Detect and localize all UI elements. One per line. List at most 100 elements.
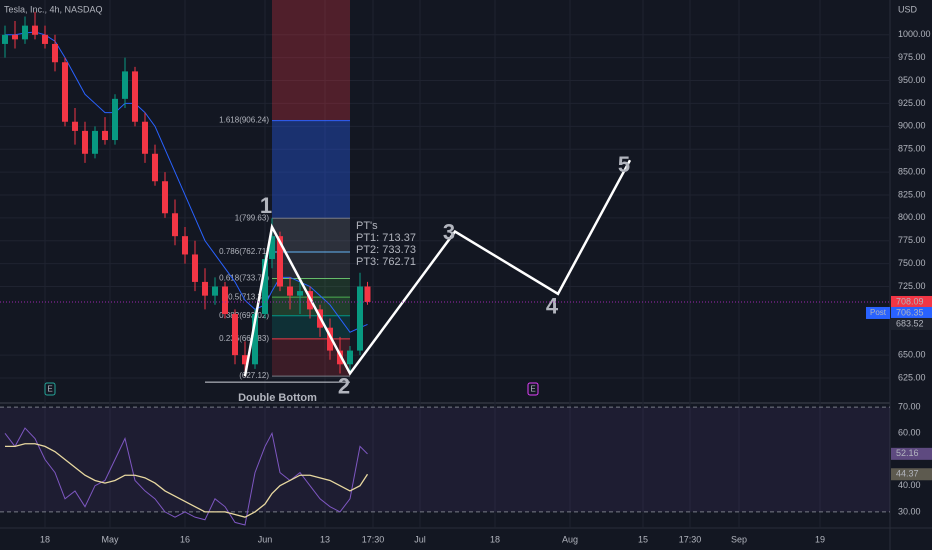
y-tick-label: 900.00 [898, 121, 926, 131]
x-tick-label: Jun [258, 534, 273, 544]
candle-body [277, 236, 283, 287]
candle-body [297, 291, 303, 296]
candle-body [172, 213, 178, 237]
double-bottom-label: Double Bottom [238, 392, 317, 404]
fib-level-label: 1(799.63) [235, 213, 270, 222]
earnings-letter: E [47, 385, 52, 394]
candle-body [337, 350, 343, 365]
wave-label: 1 [260, 193, 272, 218]
candle-body [112, 98, 118, 141]
target-item: PT1: 713.37 [356, 232, 416, 244]
y-tick-label: 925.00 [898, 98, 926, 108]
rsi-value-box [891, 468, 932, 481]
fib-level-label: 1.618(906.24) [219, 116, 269, 125]
last-price-box [891, 295, 932, 308]
candle-body [62, 62, 68, 122]
candle-body [212, 286, 218, 296]
candle-body [269, 236, 275, 260]
symbol-title: Tesla, Inc., 4h, NASDAQ [4, 4, 103, 14]
y-tick-label: 850.00 [898, 166, 926, 176]
candle-body [327, 327, 333, 351]
wave-label: 4 [546, 294, 559, 319]
fib-extension-zone [272, 120, 350, 219]
fib-level-label: 0.382(693.02) [219, 311, 269, 320]
y-tick-label: 975.00 [898, 52, 926, 62]
rsi-tick-label: 40.00 [898, 480, 921, 490]
y-tick-label: 1000.00 [898, 29, 931, 39]
ma-price-label: 683.52 [896, 318, 924, 328]
rsi-band [0, 407, 890, 512]
wave-label: 5 [618, 152, 630, 177]
candle-body [202, 281, 208, 296]
x-tick-label: Aug [562, 534, 578, 544]
moving-average [5, 31, 368, 333]
candle-body [52, 43, 58, 63]
x-tick-label: 17:30 [679, 534, 702, 544]
candle-body [192, 254, 198, 282]
x-tick-label: Sep [731, 534, 747, 544]
y-tick-label: 650.00 [898, 350, 926, 360]
fib-band [272, 251, 350, 279]
fib-extension-zone [272, 0, 350, 121]
candle-body [182, 236, 188, 255]
y-tick-label: 875.00 [898, 144, 926, 154]
wave-label: 3 [443, 219, 455, 244]
fib-level-label: 0.236(667.83) [219, 334, 269, 343]
x-tick-label: 13 [320, 534, 330, 544]
target-item: PT2: 733.73 [356, 244, 416, 256]
target-item: PT3: 762.71 [356, 256, 416, 268]
candle-body [232, 313, 238, 356]
fib-band [272, 315, 350, 339]
fib-band [272, 218, 350, 252]
candle-body [2, 34, 8, 44]
candle-body [22, 25, 28, 40]
candle-body [357, 286, 363, 351]
candle-body [42, 34, 48, 44]
rsi-line [4, 427, 368, 526]
y-tick-label: 750.00 [898, 258, 926, 268]
rsi-tick-label: 70.00 [898, 401, 921, 411]
rsi-tick-label: 60.00 [898, 428, 921, 438]
candle-body [12, 34, 18, 40]
post-tag-label: Post [870, 308, 887, 317]
candle-body [347, 350, 353, 365]
y-tick-label: 800.00 [898, 212, 926, 222]
candle-body [162, 181, 168, 214]
candle-body [287, 286, 293, 296]
earnings-letter: E [530, 385, 535, 394]
y-tick-label: 950.00 [898, 75, 926, 85]
post-price-label: 706.35 [896, 307, 924, 317]
wave-label: 2 [338, 373, 350, 398]
y-tick-label: 825.00 [898, 189, 926, 199]
x-tick-label: 18 [490, 534, 500, 544]
candle-body [132, 71, 138, 122]
rsi-value-label: 44.37 [896, 469, 919, 479]
x-tick-label: 19 [815, 534, 825, 544]
candle-body [82, 130, 88, 154]
candle-body [102, 130, 108, 141]
projection-line [243, 159, 632, 377]
x-tick-label: 18 [40, 534, 50, 544]
candle-body [152, 153, 158, 182]
fib-level-label: (627.12) [239, 371, 269, 380]
candle-body [262, 259, 268, 314]
x-tick-label: Jul [414, 534, 426, 544]
x-tick-label: 16 [180, 534, 190, 544]
candle-body [72, 121, 78, 131]
candle-body [92, 130, 98, 154]
targets-title: PT's [356, 220, 378, 232]
candle-body [122, 71, 128, 99]
candle-body [242, 355, 248, 365]
candle-body [364, 286, 371, 302]
fib-level-label: 0.5(713.37) [228, 292, 269, 301]
candle-body [32, 25, 38, 35]
y-tick-label: 625.00 [898, 372, 926, 382]
candle-body [142, 121, 148, 154]
rsi-tick-label: 30.00 [898, 506, 921, 516]
fib-level-label: 0.786(762.71) [219, 247, 269, 256]
candle-body [252, 313, 258, 365]
x-tick-label: May [101, 534, 119, 544]
